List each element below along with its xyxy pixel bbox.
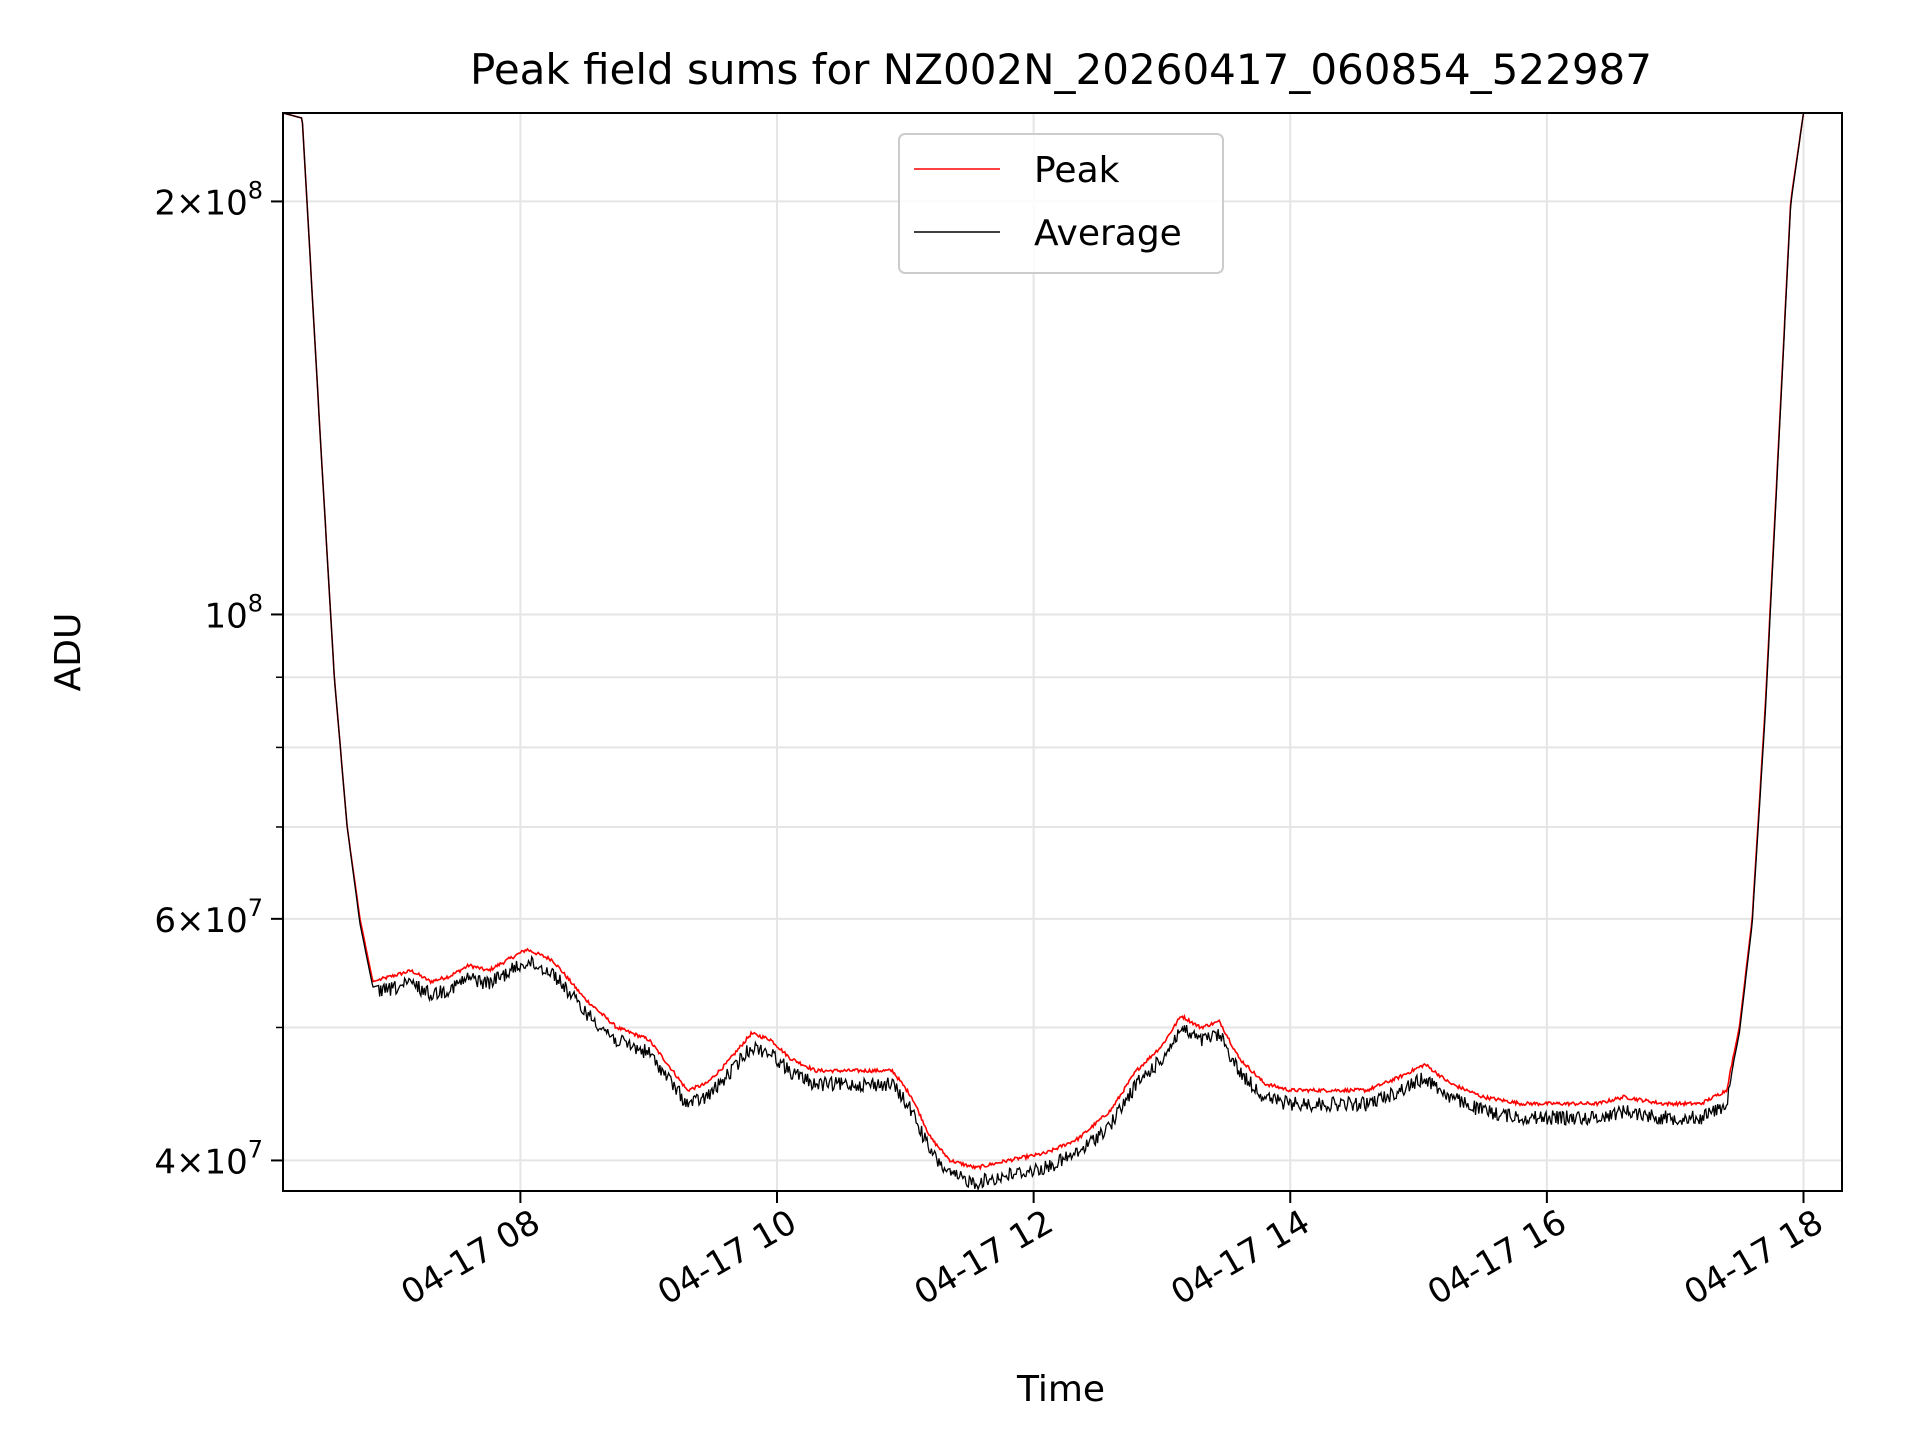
- chart-title: Peak field sums for NZ002N_20260417_0608…: [470, 45, 1652, 94]
- y-tick-label-exponent: 8: [248, 589, 263, 617]
- y-tick-label: 108: [204, 589, 263, 636]
- y-tick-label-exponent: 7: [248, 1135, 263, 1163]
- y-tick-label-exponent: 8: [248, 176, 263, 204]
- x-axis-label: Time: [1016, 1369, 1105, 1410]
- y-tick-label: 4×107: [154, 1135, 263, 1182]
- legend: Peak Average: [898, 133, 1224, 274]
- series-layer: [283, 113, 1805, 1191]
- y-tick-label-base: 6×10: [154, 901, 247, 941]
- legend-average-label: Average: [1034, 213, 1182, 254]
- y-tick-label: 6×107: [154, 894, 263, 941]
- y-axis-label: ADU: [48, 613, 89, 692]
- y-tick-label-exponent: 7: [248, 894, 263, 922]
- series-line-peak: [283, 113, 1805, 1171]
- grid: [283, 113, 1842, 1191]
- y-tick-label: 2×108: [154, 176, 263, 223]
- y-tick-label-base: 4×10: [154, 1142, 247, 1182]
- y-tick-label-base: 10: [204, 596, 247, 636]
- plot-frame: [282, 112, 1843, 1192]
- legend-peak-label: Peak: [1034, 150, 1120, 191]
- series-line-average: [283, 113, 1805, 1191]
- y-tick-label-base: 2×10: [154, 183, 247, 223]
